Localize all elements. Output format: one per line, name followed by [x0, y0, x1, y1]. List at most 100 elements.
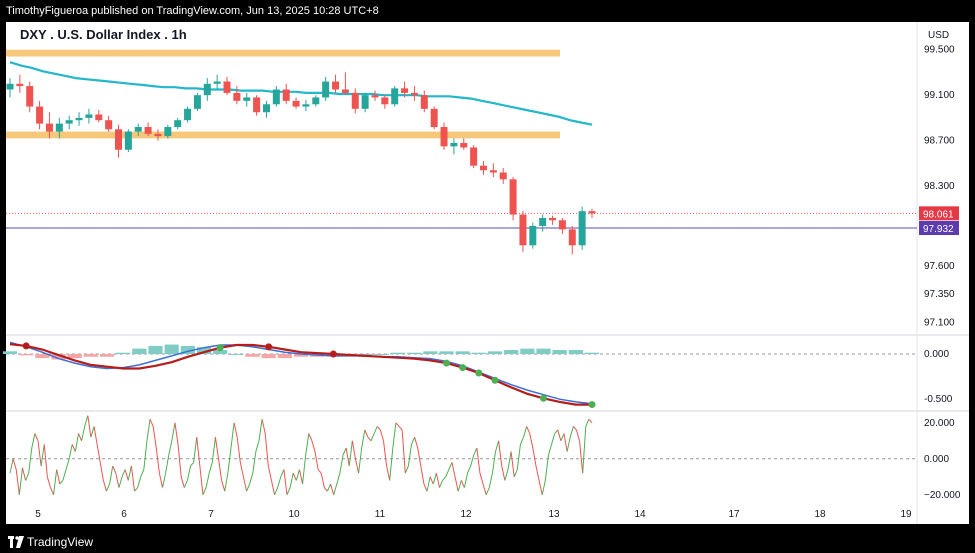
- candle-down: [401, 88, 409, 93]
- tradingview-logo-icon: [8, 536, 24, 548]
- macd-histogram-bar: [439, 351, 454, 355]
- oscillator-segment: [302, 455, 307, 485]
- tradingview-brand: TradingView: [27, 535, 94, 549]
- oscillator-segment: [557, 429, 562, 441]
- macd-histogram-bar: [229, 354, 244, 356]
- candle-down: [381, 97, 389, 105]
- chart-area[interactable]: [6, 22, 969, 524]
- oscillator-tick-label: 0.000: [924, 454, 949, 465]
- oscillator-segment: [202, 487, 207, 495]
- candle-up: [124, 131, 132, 150]
- macd-cross-dot: [475, 369, 483, 377]
- x-tick-label: 7: [208, 509, 214, 520]
- macd-cross-dot: [588, 401, 596, 409]
- candle-down: [36, 106, 44, 124]
- oscillator-segment: [358, 447, 363, 474]
- macd-histogram-bar: [487, 351, 503, 355]
- macd-cross-dot: [459, 364, 467, 372]
- price-tick-label: 99.500: [924, 45, 955, 56]
- oscillator-segment: [498, 440, 503, 467]
- price-tick-label: 97.600: [924, 261, 955, 272]
- oscillator-segment: [261, 419, 266, 434]
- oscillator-segment: [236, 437, 241, 463]
- macd-histogram-bar: [67, 354, 82, 359]
- oscillator-segment: [155, 447, 160, 474]
- oscillator-segment: [323, 487, 328, 492]
- candle-down: [558, 220, 566, 230]
- oscillator-segment: [109, 465, 114, 485]
- oscillator-segment: [121, 469, 126, 477]
- candle-down: [144, 127, 152, 134]
- candle-down: [460, 142, 468, 148]
- oscillator-segment: [451, 462, 456, 477]
- oscillator-segment: [351, 440, 356, 459]
- candle-down: [499, 172, 507, 180]
- macd-histogram-bar: [374, 354, 389, 356]
- macd-histogram-bar: [35, 354, 50, 359]
- oscillator-segment: [233, 422, 238, 438]
- last-price-badge: [919, 206, 959, 221]
- oscillator-segment: [242, 476, 248, 492]
- oscillator-segment: [46, 476, 51, 488]
- oscillator-segment: [420, 465, 425, 485]
- candle-up: [85, 114, 93, 118]
- oscillator-segment: [541, 480, 546, 495]
- oscillator-segment: [442, 476, 447, 481]
- oscillator-segment: [426, 476, 431, 492]
- candle-down: [470, 147, 478, 166]
- oscillator-segment: [211, 437, 216, 463]
- oscillator-segment: [99, 462, 104, 481]
- candle-down: [519, 214, 527, 246]
- x-tick-label: 19: [900, 509, 912, 520]
- oscillator-segment: [467, 465, 472, 474]
- oscillator-segment: [582, 426, 587, 474]
- price-tick-label: 98.300: [924, 181, 955, 192]
- oscillator-segment: [330, 483, 335, 495]
- oscillator-segment: [292, 473, 297, 481]
- macd-histogram-bar: [536, 348, 551, 355]
- oscillator-segment: [90, 426, 95, 438]
- candle-up: [134, 127, 142, 132]
- macd-histogram-bar: [407, 352, 422, 355]
- oscillator-segment: [342, 447, 347, 456]
- oscillator-segment: [507, 451, 512, 470]
- oscillator-segment: [407, 444, 412, 467]
- oscillator-segment: [174, 422, 179, 445]
- oscillator-segment: [482, 483, 487, 495]
- oscillator-segment: [252, 451, 257, 474]
- x-tick-label: 5: [35, 509, 41, 520]
- oscillator-segment: [361, 429, 366, 449]
- oscillator-tick-label: −20.000: [924, 490, 961, 501]
- oscillator-segment: [280, 469, 285, 477]
- x-tick-label: 11: [375, 509, 386, 520]
- currency-label: USD: [928, 30, 949, 41]
- oscillator-segment: [115, 473, 120, 488]
- oscillator-segment: [454, 476, 459, 492]
- candle-up: [174, 120, 182, 128]
- oscillator-segment: [289, 473, 294, 488]
- price-tick-label: 97.350: [924, 289, 955, 300]
- oscillator-segment: [12, 458, 17, 470]
- oscillator-segment: [560, 433, 565, 441]
- macd-cross-dot: [265, 343, 273, 351]
- oscillator-segment: [336, 473, 341, 485]
- oscillator-segment: [249, 473, 254, 485]
- oscillator-segment: [554, 429, 559, 434]
- candle-down: [549, 218, 557, 221]
- oscillator-segment: [398, 426, 403, 431]
- oscillator-segment: [165, 455, 170, 474]
- macd-histogram-bar: [51, 354, 66, 360]
- macd-cross-dot: [22, 342, 30, 350]
- oscillator-segment: [569, 426, 574, 438]
- oscillator-segment: [370, 433, 375, 441]
- macd-histogram-bar: [390, 352, 406, 355]
- oscillator-segment: [9, 458, 14, 474]
- candle-down: [292, 100, 300, 107]
- oscillator-segment: [246, 483, 251, 492]
- resistance-zone: [6, 131, 560, 139]
- oscillator-segment: [286, 487, 291, 495]
- candle-up: [164, 127, 172, 137]
- price-tick-label: 97.100: [924, 318, 955, 329]
- x-tick-label: 18: [814, 509, 826, 520]
